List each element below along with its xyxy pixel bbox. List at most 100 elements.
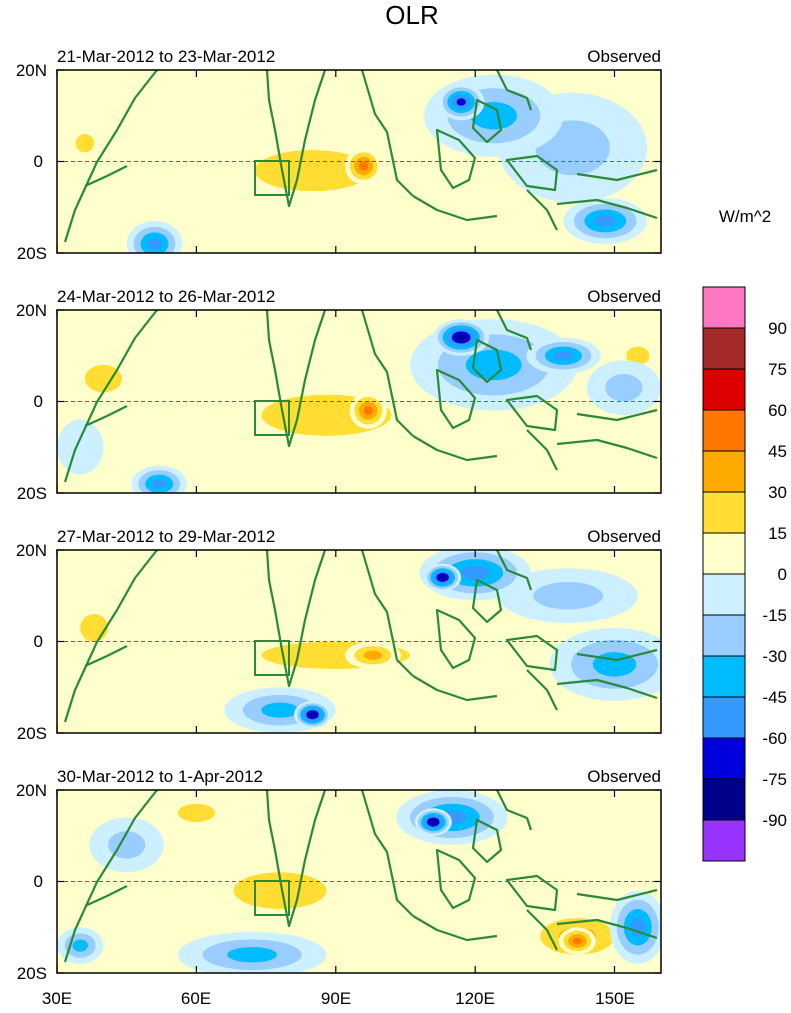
lon-label: 60E (181, 989, 211, 1008)
olr-anomaly-blob (572, 937, 583, 945)
olr-anomaly-blob (57, 419, 104, 475)
lon-label: 150E (595, 989, 635, 1008)
lat-label-0: 0 (34, 152, 43, 171)
olr-anomaly-blob (430, 819, 437, 825)
olr-anomaly-blob (309, 712, 316, 717)
coastlines (63, 70, 658, 243)
colorbar-swatch (702, 737, 746, 780)
colorbar-label: 30 (768, 483, 787, 502)
panel-tag: Observed (587, 47, 661, 66)
colorbar-swatch (702, 696, 746, 739)
olr-anomaly-blob (261, 702, 299, 718)
olr-anomaly-blob (456, 98, 466, 106)
olr-anomaly-blob (533, 582, 603, 610)
lon-label: 90E (321, 989, 351, 1008)
panel-period: 30-Mar-2012 to 1-Apr-2012 (57, 767, 263, 786)
olr-anomaly-blob (227, 947, 277, 963)
olr-anomaly-blob (461, 566, 490, 580)
colorbar-swatch (702, 286, 746, 329)
olr-anomaly-blob (439, 575, 446, 580)
panel-period: 21-Mar-2012 to 23-Mar-2012 (57, 47, 275, 66)
colorbar-swatch (702, 532, 746, 575)
colorbar-swatch (702, 327, 746, 370)
lat-label-20n: 20N (16, 61, 47, 80)
olr-anomaly-blob (147, 238, 162, 250)
lat-label-20s: 20S (17, 484, 47, 503)
lat-label-0: 0 (34, 392, 43, 411)
coastlines (63, 310, 658, 483)
map-panel-2: 24-Mar-2012 to 26-Mar-2012 Observed (16, 287, 662, 503)
olr-anomaly-blob (456, 334, 466, 341)
colorbar-label: -75 (762, 770, 787, 789)
colorbar-swatch (702, 655, 746, 698)
tick-marks (56, 309, 661, 494)
olr-anomaly-blob (84, 364, 123, 393)
olr-anomaly-blob (605, 374, 643, 402)
tick-marks (56, 69, 661, 254)
panel-period: 24-Mar-2012 to 26-Mar-2012 (57, 287, 275, 306)
figure-title: OLR (385, 0, 438, 30)
colorbar-swatch (702, 614, 746, 657)
colorbar-label: 0 (778, 565, 787, 584)
colorbar-swatch (702, 409, 746, 452)
lon-axis-labels: 30E 60E 90E 120E 150E (42, 989, 635, 1008)
panel-tag: Observed (587, 287, 661, 306)
colorbar-swatch (702, 491, 746, 534)
olr-anomaly-blob (72, 939, 88, 952)
colorbar-label: -15 (762, 606, 787, 625)
colorbar-label: 15 (768, 524, 787, 543)
colorbar-swatch (702, 819, 746, 862)
colorbar-label: 45 (768, 442, 787, 461)
olr-anomaly-blob (177, 803, 215, 823)
lat-label-0: 0 (34, 872, 43, 891)
olr-anomaly-blob (75, 134, 95, 153)
olr-anomaly-blob (108, 831, 146, 859)
colorbar-label: -30 (762, 647, 787, 666)
lon-label: 30E (42, 989, 72, 1008)
coastlines (63, 550, 658, 723)
lat-label-0: 0 (34, 632, 43, 651)
panel-period: 27-Mar-2012 to 29-Mar-2012 (57, 527, 275, 546)
colorbar-label: 75 (768, 360, 787, 379)
tick-marks (56, 549, 661, 734)
tick-marks (56, 789, 661, 974)
olr-anomaly-blob (326, 198, 531, 253)
panel-tag: Observed (587, 527, 661, 546)
olr-anomaly-blob (359, 161, 369, 171)
colorbar-swatch (702, 368, 746, 411)
colorbar-label: 60 (768, 401, 787, 420)
colorbar-swatch (702, 778, 746, 821)
lat-label-20n: 20N (16, 301, 47, 320)
colorbar-swatch (702, 573, 746, 616)
map-panel-1: 21-Mar-2012 to 23-Mar-2012 Observed (16, 47, 662, 263)
lat-label-20s: 20S (17, 244, 47, 263)
olr-anomaly-blob (465, 349, 522, 381)
olr-anomaly-blob (554, 351, 573, 361)
map-panel-3: 27-Mar-2012 to 29-Mar-2012 Observed (16, 527, 662, 743)
lat-label-20s: 20S (17, 724, 47, 743)
coastlines (63, 790, 658, 963)
olr-anomaly-blob (594, 215, 616, 227)
olr-anomaly-blob (80, 614, 109, 642)
olr-anomaly-blob (363, 406, 373, 416)
colorbar-label: -60 (762, 729, 787, 748)
olr-field (57, 74, 648, 253)
region-box (254, 400, 290, 436)
olr-anomaly-blob (152, 479, 167, 489)
region-box (254, 160, 290, 196)
colorbar-label: 90 (768, 319, 787, 338)
unit-label: W/m^2 (719, 207, 771, 226)
panel-tag: Observed (587, 767, 661, 786)
map-panel-4: 30-Mar-2012 to 1-Apr-2012 Observed (16, 767, 662, 983)
region-box (254, 640, 290, 676)
colorbar-label: -90 (762, 811, 787, 830)
colorbar-label: -45 (762, 688, 787, 707)
region-box (254, 880, 290, 916)
lat-label-20s: 20S (17, 964, 47, 983)
olr-anomaly-blob (626, 346, 650, 365)
lat-label-20n: 20N (16, 541, 47, 560)
lon-label: 120E (455, 989, 495, 1008)
lat-label-20n: 20N (16, 781, 47, 800)
olr-anomaly-blob (363, 650, 383, 660)
